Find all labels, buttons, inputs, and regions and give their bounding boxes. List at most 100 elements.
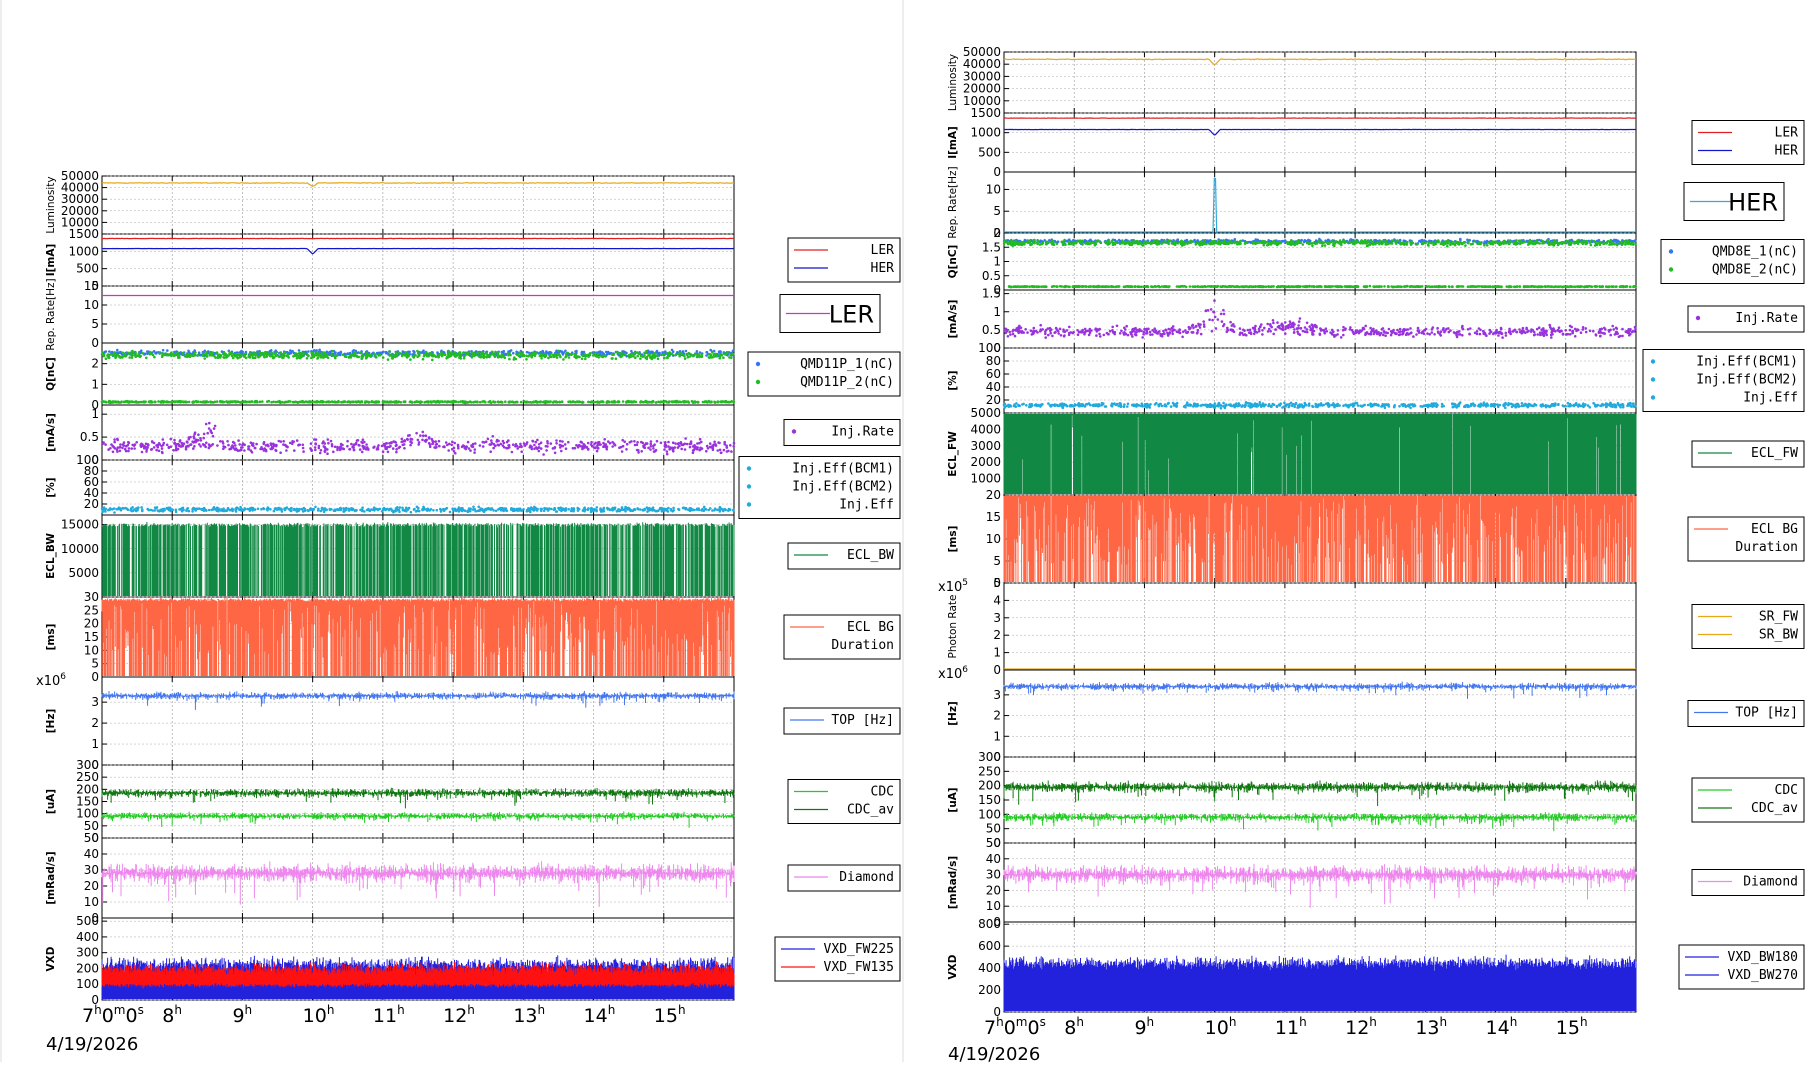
data-point — [717, 401, 720, 404]
data-point — [724, 508, 727, 511]
data-point — [626, 508, 629, 511]
data-point — [451, 441, 454, 444]
data-point — [401, 354, 404, 357]
legend-dia: Diamond — [788, 865, 900, 891]
x-tick-label: 15h — [654, 1003, 686, 1027]
data-point — [527, 509, 530, 512]
panel-frame — [102, 677, 734, 765]
data-point — [671, 349, 674, 352]
y-axis-label: I[mA] — [947, 126, 959, 159]
data-point — [356, 439, 359, 442]
data-point — [253, 508, 256, 511]
data-point — [389, 354, 392, 357]
data-point — [203, 433, 206, 436]
data-point — [503, 446, 506, 449]
data-point — [694, 400, 697, 403]
data-point — [199, 445, 202, 448]
data-point — [359, 448, 362, 451]
data-point — [458, 510, 461, 513]
data-point — [438, 401, 441, 404]
data-point — [208, 422, 211, 425]
x-tick-label: 10h — [303, 1003, 335, 1027]
data-point — [512, 508, 515, 511]
data-point — [395, 444, 398, 447]
y-axis-label: ECL_BW — [45, 533, 57, 579]
data-point — [392, 447, 395, 450]
series-band-CDC_av — [102, 788, 734, 809]
data-point — [650, 443, 653, 446]
data-point — [310, 442, 313, 445]
data-point — [389, 508, 392, 511]
data-point — [540, 447, 543, 450]
data-point — [438, 445, 441, 448]
legend-label: HER — [1728, 189, 1778, 217]
data-point — [546, 440, 549, 443]
data-point — [562, 358, 565, 361]
data-point — [429, 446, 432, 449]
data-point — [214, 425, 217, 428]
data-point — [101, 508, 104, 511]
data-point — [522, 354, 525, 357]
data-point — [663, 353, 666, 356]
data-point — [417, 439, 420, 442]
data-point — [622, 400, 625, 403]
y-tick-label: 15 — [84, 630, 99, 644]
data-point — [593, 443, 596, 446]
data-point — [720, 452, 723, 455]
data-point — [730, 450, 733, 453]
data-point — [266, 444, 269, 447]
x-tick-label: 11h — [373, 1003, 405, 1027]
data-point — [327, 442, 330, 445]
data-point — [285, 449, 288, 452]
data-point — [314, 401, 317, 404]
data-point — [392, 356, 395, 359]
y-tick-label: 15 — [84, 279, 99, 293]
data-point — [533, 352, 536, 355]
data-point — [696, 353, 699, 356]
y-tick-label: 1000 — [68, 244, 99, 258]
data-point — [648, 353, 651, 356]
y-axis-label: [mA/s] — [45, 413, 57, 452]
data-point — [636, 355, 639, 358]
data-point — [322, 440, 325, 443]
data-point — [620, 353, 623, 356]
data-point — [675, 400, 678, 403]
data-point — [107, 448, 110, 451]
data-point — [216, 509, 219, 512]
legend-ecl: ECL_BW — [788, 543, 900, 569]
data-point — [122, 443, 125, 446]
data-point — [409, 400, 412, 403]
data-point — [332, 350, 335, 353]
data-point — [455, 509, 458, 512]
y-tick-label: 2 — [91, 357, 99, 371]
data-point — [361, 508, 364, 511]
legend-label: LER — [1775, 126, 1799, 141]
data-point — [240, 350, 243, 353]
legend-label: Inj.Eff(BCM1) — [792, 462, 894, 477]
data-point — [733, 442, 736, 445]
data-point — [636, 441, 639, 444]
data-point — [611, 357, 614, 360]
data-point — [473, 355, 476, 358]
data-point — [273, 445, 276, 448]
data-point — [205, 442, 208, 445]
data-point — [649, 356, 652, 359]
data-point — [457, 401, 460, 404]
data-point — [416, 350, 419, 353]
data-point — [526, 441, 529, 444]
data-point — [477, 506, 480, 509]
data-point — [492, 443, 495, 446]
data-point — [138, 401, 141, 404]
data-point — [595, 510, 598, 513]
data-point — [561, 440, 564, 443]
data-point — [684, 357, 687, 360]
data-point — [492, 509, 495, 512]
data-point — [323, 351, 326, 354]
data-point — [194, 351, 197, 354]
data-point — [161, 451, 164, 454]
data-point — [567, 441, 570, 444]
data-point — [453, 442, 456, 445]
data-point — [714, 507, 717, 510]
